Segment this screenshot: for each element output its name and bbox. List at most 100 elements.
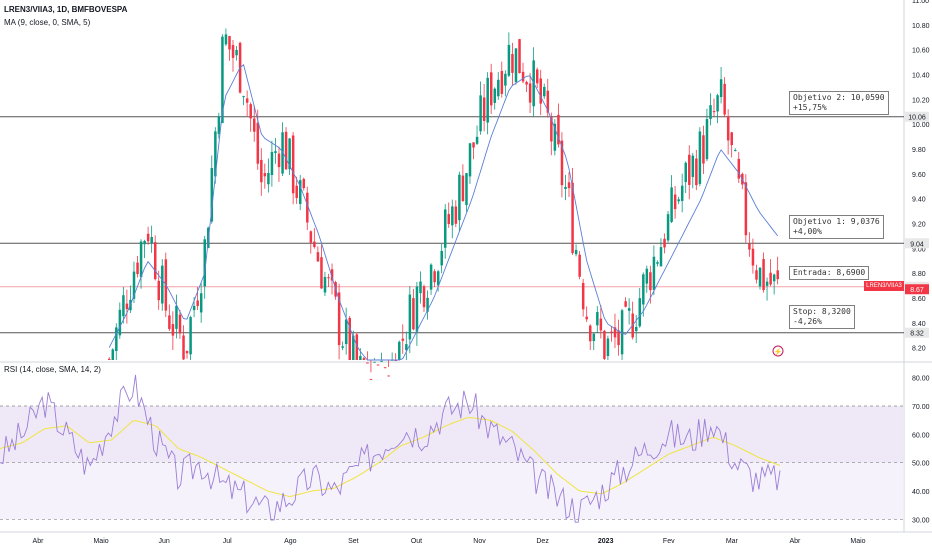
candle-body [291,135,295,194]
candle-body [277,153,281,168]
candle-body [589,325,592,342]
candle-body [284,131,288,170]
candle-body [231,45,235,58]
candle-body [518,39,521,74]
candle-body [652,256,656,290]
candle-body [762,259,765,291]
candle-body [447,214,451,225]
time-axis-label: Out [411,538,422,545]
candle-body [125,303,129,310]
candle-body [560,140,564,186]
candle-body [525,81,528,85]
price-tick-label: 8.20 [912,346,926,353]
candle-body [401,338,405,341]
time-axis-label: Set [348,538,359,545]
candle-body [157,280,161,301]
candle-body [274,151,277,153]
candle-body [691,155,695,177]
candle-body [224,34,228,45]
candle-body [528,83,532,103]
candle-body [192,305,196,311]
price-tick-label: 9.60 [912,172,926,179]
candle-body [228,36,231,50]
candle-body [592,333,596,342]
time-axis-label: Abr [789,538,801,545]
time-axis-label: Jul [223,538,232,545]
rsi-tick-label: 60.00 [912,432,930,439]
candle-body [719,79,723,98]
candle-body [153,242,157,280]
candle-body [122,295,125,317]
candle-body [380,360,383,362]
rsi-line [0,374,781,523]
candle-body [369,378,373,380]
candle-body [673,194,677,210]
candle-body [571,182,574,254]
rsi-tick-label: 80.00 [912,376,930,383]
candle-body [472,142,475,148]
price-tick-label: 10.00 [912,122,930,129]
candle-body [398,341,401,360]
price-tick-label: 8.40 [912,321,926,328]
candle-body [659,247,663,267]
candle-body [645,268,649,284]
candle-body [249,104,252,119]
candle-body [330,269,334,281]
rsi-band [0,406,904,463]
candle-body [245,98,249,103]
candle-body [772,274,776,282]
price-tick-label: 11.00 [912,0,929,5]
candle-body [440,250,443,266]
candle-body [599,318,603,331]
candle-body [178,314,182,334]
candle-body [355,334,359,360]
time-axis-label: Dez [536,538,549,545]
candle-body [638,298,642,327]
candle-body [606,338,610,357]
candle-body [352,335,355,360]
candle-body [199,293,203,313]
ma-line [108,64,779,361]
candle-body [302,178,306,189]
candle-body [185,350,189,354]
candle-body [493,88,497,103]
candle-body [139,241,143,278]
candle-body [383,367,387,369]
candle-body [436,271,440,286]
candle-body [256,122,260,164]
candle-body [603,330,606,359]
candle-body [468,143,472,177]
time-axis-label: Ago [284,538,297,545]
candle-body [677,199,680,202]
price-tick-label: 9.80 [912,147,926,154]
candle-body [412,298,415,330]
candle-body [539,78,542,104]
price-tick-label: 9.20 [912,221,926,228]
entrada-label: Entrada: 8,6900 [789,266,870,280]
candle-body [765,281,769,286]
candle-body [755,270,758,280]
candle-body [203,239,206,287]
candle-body [511,54,514,73]
time-axis-label: Fev [663,538,675,545]
candle-body [514,48,518,83]
rsi-header: RSI (14, close, SMA, 14, 2) [4,365,101,374]
candle-body [387,375,390,377]
candle-body [666,214,670,241]
price-tag-label: 10.06 [908,115,926,122]
candle-body [429,264,433,290]
lightning-icon [772,345,784,357]
time-axis-label: Abr [33,538,45,545]
candle-body [115,327,118,352]
price-tick-label: 8.80 [912,271,926,278]
candle-body [118,309,122,336]
candle-body [553,123,557,151]
candle-body [610,331,613,333]
candle-body [175,305,178,329]
symbol-price-tag: LREN3/VIIA3 [864,281,904,291]
candle-body [737,158,741,179]
price-tag-bg [905,327,929,338]
candle-body [504,73,507,86]
